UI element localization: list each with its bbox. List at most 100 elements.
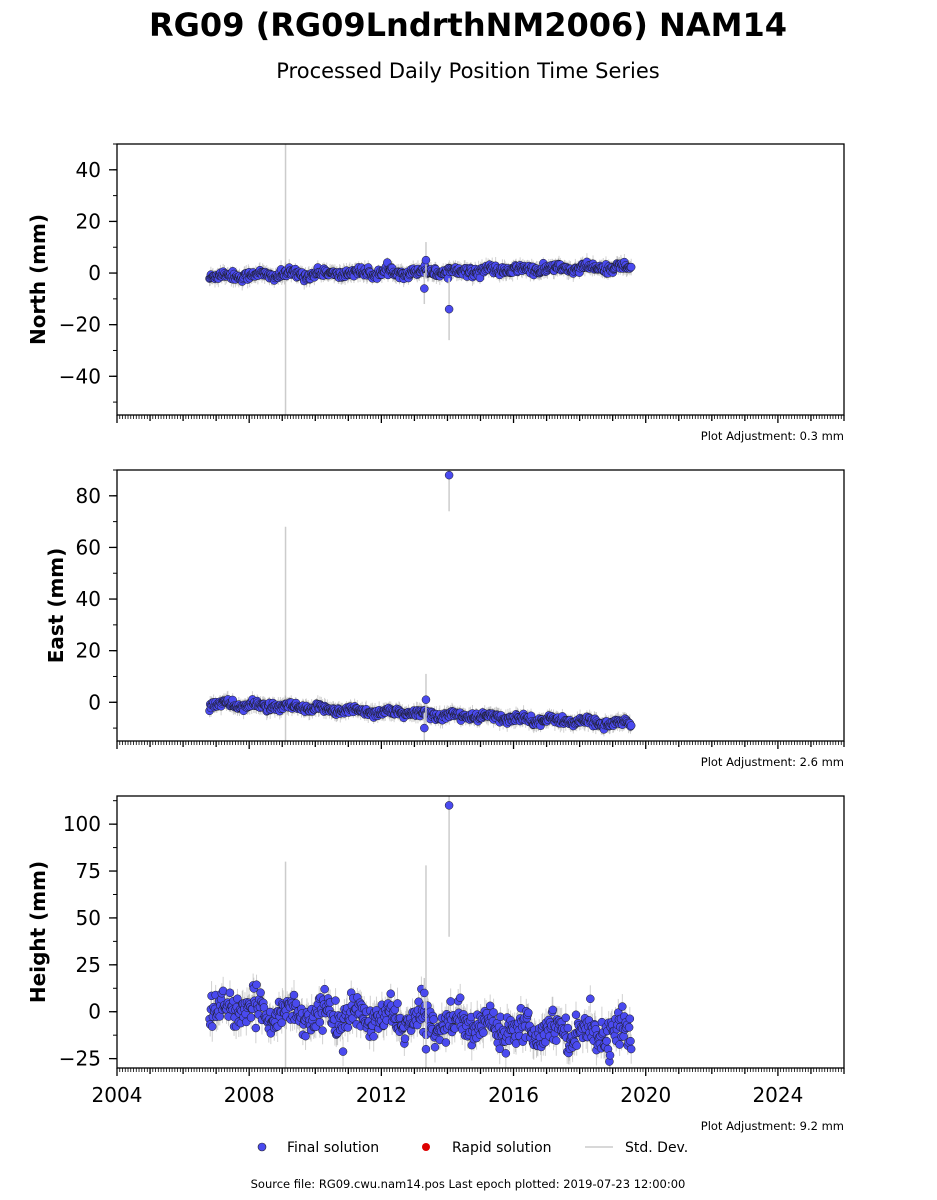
figure-subtitle: Processed Daily Position Time Series bbox=[276, 59, 660, 83]
outlier-point bbox=[421, 695, 431, 704]
legend-rapid-label: Rapid solution bbox=[452, 1140, 552, 1156]
data-point bbox=[256, 988, 265, 997]
data-points bbox=[205, 980, 636, 1066]
legend-final-label: Final solution bbox=[287, 1140, 379, 1156]
plot-area bbox=[205, 796, 636, 1068]
legend-rapid-marker bbox=[422, 1143, 430, 1151]
plot-adjustment: Plot Adjustment: 9.2 mm bbox=[701, 1119, 844, 1133]
data-point bbox=[495, 1044, 504, 1054]
data-point bbox=[400, 1034, 410, 1043]
data-point bbox=[369, 1032, 378, 1041]
x-tick-label: 2008 bbox=[224, 1083, 275, 1107]
data-point bbox=[563, 1023, 573, 1033]
data-point bbox=[455, 993, 465, 1003]
legend-final-marker bbox=[257, 1142, 267, 1152]
data-point bbox=[430, 1042, 440, 1052]
plot-area bbox=[205, 144, 636, 415]
data-point bbox=[318, 1026, 327, 1035]
outlier-point bbox=[421, 1044, 431, 1054]
data-point bbox=[615, 1040, 624, 1049]
data-point bbox=[251, 1023, 261, 1033]
panel-3: −25 0 25 50 75 100 2004 2008 2012 2016 2020 2024 Hei… bbox=[26, 795, 845, 1133]
y-tick-label: 0 bbox=[88, 690, 101, 714]
y-axis-label: Height (mm) bbox=[26, 861, 50, 1003]
x-tick-label: 2024 bbox=[752, 1083, 803, 1107]
data-point bbox=[208, 1022, 217, 1031]
data-point bbox=[225, 988, 235, 998]
y-tick-label: −20 bbox=[59, 313, 101, 337]
panel-2: 0 20 40 60 80 East (mm) Plot Adjustment: 2.6 m… bbox=[44, 469, 845, 769]
outlier-point bbox=[444, 801, 454, 810]
data-point bbox=[315, 1018, 325, 1027]
data-point bbox=[501, 1049, 511, 1058]
y-tick-label: 75 bbox=[76, 859, 101, 883]
y-tick-label: 80 bbox=[76, 484, 101, 508]
y-tick-label: 100 bbox=[63, 812, 101, 836]
data-point bbox=[626, 1044, 636, 1054]
data-point bbox=[301, 1031, 310, 1041]
plot-adjustment: Plot Adjustment: 0.3 mm bbox=[701, 429, 844, 443]
data-point bbox=[252, 980, 261, 989]
y-tick-label: −40 bbox=[59, 364, 101, 388]
y-tick-label: 40 bbox=[76, 158, 101, 182]
data-point bbox=[446, 997, 455, 1006]
legend: Final solution Rapid solution Std. Dev. bbox=[257, 1140, 688, 1156]
y-tick-label: 25 bbox=[76, 953, 101, 977]
data-point bbox=[441, 1038, 451, 1047]
data-point bbox=[626, 262, 636, 272]
outlier-point bbox=[420, 988, 429, 998]
data-point bbox=[291, 999, 301, 1008]
y-tick-label: 60 bbox=[76, 535, 101, 559]
figure-title: RG09 (RG09LndrthNM2006) NAM14 bbox=[149, 6, 787, 44]
data-point bbox=[393, 999, 402, 1008]
x-tick-label: 2016 bbox=[488, 1083, 539, 1107]
y-tick-label: 40 bbox=[76, 587, 101, 611]
data-point bbox=[552, 1036, 561, 1045]
data-point bbox=[343, 1023, 353, 1032]
data-point bbox=[624, 1023, 634, 1032]
outlier-point bbox=[444, 304, 454, 314]
y-tick-label: 20 bbox=[76, 639, 101, 663]
data-point bbox=[541, 1037, 550, 1047]
y-tick-label: −25 bbox=[59, 1047, 101, 1071]
data-point bbox=[625, 1014, 635, 1024]
data-point bbox=[386, 989, 395, 998]
data-point bbox=[586, 994, 595, 1004]
data-point bbox=[626, 721, 636, 730]
data-point bbox=[331, 996, 340, 1005]
data-points bbox=[205, 257, 636, 286]
y-axis-label: North (mm) bbox=[26, 214, 50, 345]
data-point bbox=[277, 1018, 286, 1028]
x-tick-label: 2020 bbox=[620, 1083, 671, 1107]
outlier-point bbox=[420, 284, 429, 293]
data-point bbox=[571, 1010, 581, 1020]
panels: −40 −20 0 20 40 North (mm) Plot Adjustment: 0.… bbox=[26, 143, 845, 1133]
data-point bbox=[246, 1013, 256, 1022]
y-axis-label: East (mm) bbox=[44, 548, 68, 664]
data-point bbox=[572, 1041, 581, 1050]
y-tick-label: 0 bbox=[88, 261, 101, 285]
x-tick-label: 2012 bbox=[356, 1083, 407, 1107]
data-point bbox=[548, 1005, 558, 1015]
data-point bbox=[561, 1013, 571, 1023]
data-point bbox=[524, 1008, 533, 1018]
data-point bbox=[320, 984, 329, 994]
footer-source: Source file: RG09.cwu.nam14.pos Last epo… bbox=[251, 1177, 686, 1191]
y-tick-label: 0 bbox=[88, 1000, 101, 1024]
data-point bbox=[602, 1036, 611, 1046]
data-point bbox=[618, 1002, 627, 1011]
outlier-point bbox=[420, 723, 429, 733]
x-tick-label: 2004 bbox=[92, 1083, 143, 1107]
data-point bbox=[605, 1051, 615, 1060]
plot-area bbox=[205, 470, 636, 741]
data-point bbox=[289, 990, 299, 1000]
plot-adjustment: Plot Adjustment: 2.6 mm bbox=[701, 755, 844, 769]
data-point bbox=[626, 1036, 635, 1046]
y-tick-label: 20 bbox=[76, 209, 101, 233]
data-point bbox=[485, 1001, 495, 1011]
data-point bbox=[489, 1008, 498, 1017]
data-point bbox=[338, 1047, 348, 1056]
outlier-point bbox=[444, 470, 454, 480]
panel-1: −40 −20 0 20 40 North (mm) Plot Adjustment: 0.… bbox=[26, 143, 845, 443]
